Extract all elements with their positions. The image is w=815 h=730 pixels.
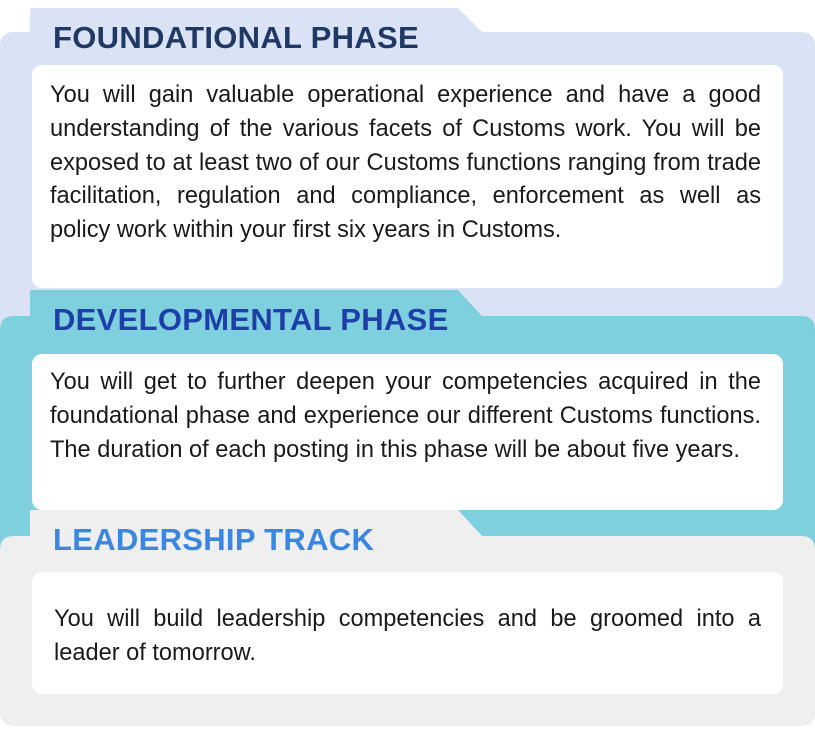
leadership-track-description: You will build leadership competencies a… [54,606,761,666]
developmental-phase-description: You will get to further deepen your comp… [50,369,761,463]
leadership-track-section: LEADERSHIP TRACK You will build leadersh… [0,510,815,730]
leadership-track-card: You will build leadership competencies a… [32,572,783,694]
developmental-phase-section: DEVELOPMENTAL PHASE You will get to furt… [0,290,815,550]
foundational-phase-section: FOUNDATIONAL PHASE You will gain valuabl… [0,8,815,328]
foundational-phase-title: FOUNDATIONAL PHASE [53,20,419,55]
leadership-track-title: LEADERSHIP TRACK [53,522,375,557]
developmental-phase-title: DEVELOPMENTAL PHASE [53,302,449,337]
foundational-phase-description: You will gain valuable operational exper… [50,82,761,244]
developmental-phase-card: You will get to further deepen your comp… [32,354,783,510]
foundational-phase-card: You will gain valuable operational exper… [32,65,783,288]
